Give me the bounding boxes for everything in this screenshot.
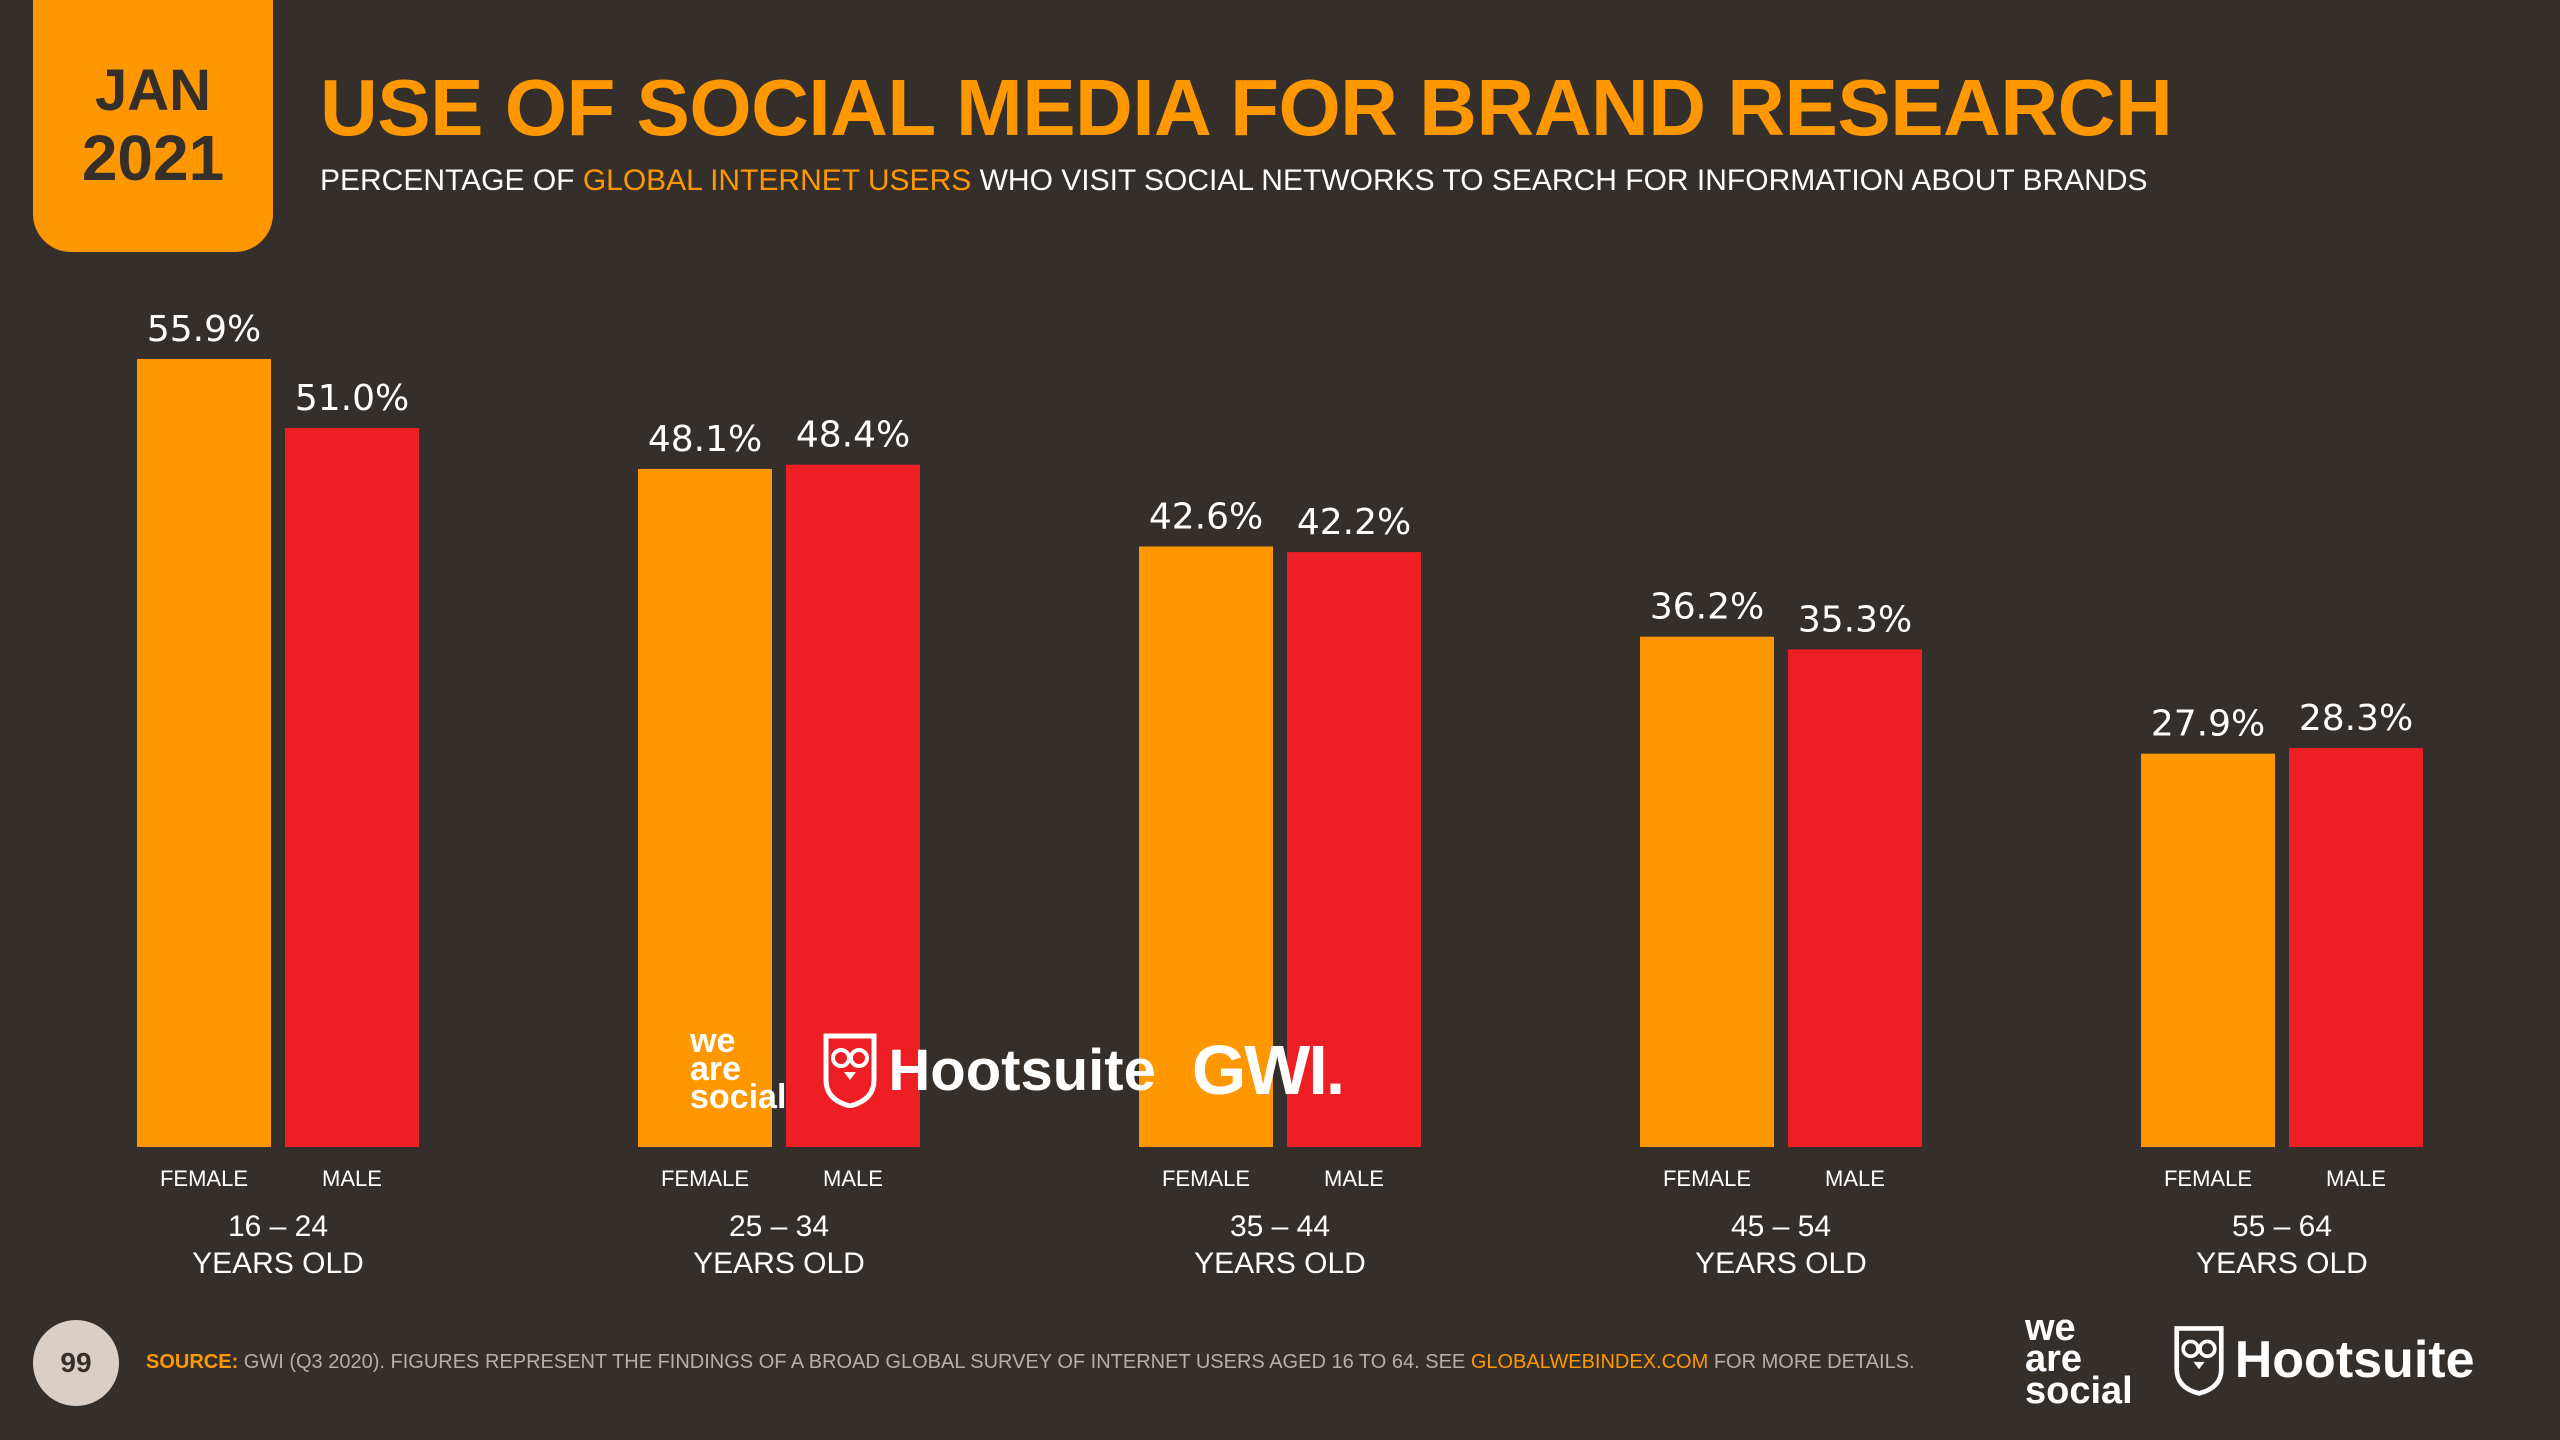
logo-word: social [2025,1369,2133,1412]
source-end: FOR MORE DETAILS. [1708,1351,1915,1373]
category-range-label: 16 – 24 [228,1210,328,1243]
hootsuite-logo: Hootsuite [822,1032,1156,1108]
bar-male [786,464,920,1148]
logo-word: social [690,1077,787,1116]
subtitle-highlight: GLOBAL INTERNET USERS [582,164,972,197]
gwi-logo: GWI. [1191,1031,1345,1109]
bar-female [137,359,271,1147]
category-range-label: 55 – 64 [2232,1210,2332,1243]
source-label: SOURCE: [146,1351,239,1373]
category-unit-label: YEARS OLD [1194,1247,1366,1280]
we-are-social-logo: we are social [2025,1307,2133,1412]
bar-male [285,428,419,1147]
subtitle-post: WHO VISIT SOCIAL NETWORKS TO SEARCH FOR … [971,164,2148,197]
logo-word: are [690,1050,742,1089]
category-unit-label: YEARS OLD [192,1247,364,1280]
series-label: MALE [322,1166,382,1191]
series-label: FEMALE [661,1166,749,1191]
source-link[interactable]: GLOBALWEBINDEX.COM [1470,1351,1709,1373]
date-year: 2021 [81,122,225,194]
logo-word: we [2025,1307,2076,1350]
series-label: MALE [1825,1166,1885,1191]
data-label: 36.2% [1650,587,1764,628]
brand-logos: we are social Hootsuite GWI. [690,1020,1345,1120]
data-label: 42.2% [1297,502,1411,543]
series-label: FEMALE [1162,1166,1250,1191]
bar-male [1788,649,1922,1147]
data-label: 51.0% [295,378,409,419]
hootsuite-logo: Hootsuite [2173,1324,2475,1396]
hootsuite-wordmark: Hootsuite [2234,1331,2475,1389]
data-label: 55.9% [147,309,261,350]
bar-female [1139,546,1273,1147]
data-label: 48.4% [796,415,910,456]
data-label: 27.9% [2151,704,2265,745]
we-are-social-logo: we are social [690,1022,787,1116]
owl-icon [823,1033,877,1108]
series-label: MALE [1324,1166,1384,1191]
date-badge: JAN 2021 [33,0,273,252]
series-label: MALE [2326,1166,2386,1191]
series-label: FEMALE [160,1166,248,1191]
data-label: 48.1% [648,419,762,460]
bar-female [638,468,772,1147]
page-title: USE OF SOCIAL MEDIA FOR BRAND RESEARCH [320,63,2173,152]
data-label: 28.3% [2299,698,2413,739]
bar-female [1640,636,1774,1147]
data-label: 42.6% [1149,496,1263,537]
bar-male [2289,748,2423,1147]
footer-logos: we are social Hootsuite [2025,1307,2475,1412]
logo-word: we [690,1022,736,1061]
date-month: JAN [94,58,212,123]
subtitle-pre: PERCENTAGE OF [320,164,583,197]
data-label: 35.3% [1798,599,1912,640]
category-range-label: 25 – 34 [729,1210,829,1243]
bar-female [2141,753,2275,1147]
category-range-label: 45 – 54 [1731,1210,1831,1243]
category-range-label: 35 – 44 [1230,1210,1330,1243]
hootsuite-wordmark: Hootsuite [888,1037,1156,1103]
category-unit-label: YEARS OLD [1695,1247,1867,1280]
source-text: GWI (Q3 2020). FIGURES REPRESENT THE FIN… [238,1351,1471,1373]
logo-word: are [2025,1338,2083,1381]
series-label: MALE [823,1166,883,1191]
series-label: FEMALE [2164,1166,2252,1191]
source-note: SOURCE: GWI (Q3 2020). FIGURES REPRESENT… [146,1351,1915,1374]
bar-male [1287,552,1421,1147]
series-label: FEMALE [1663,1166,1751,1191]
owl-icon [2174,1326,2224,1396]
page-number: 99 [33,1320,119,1406]
page-subtitle: PERCENTAGE OF GLOBAL INTERNET USERS WHO … [320,164,2148,198]
category-unit-label: YEARS OLD [2196,1247,2368,1280]
category-unit-label: YEARS OLD [693,1247,865,1280]
